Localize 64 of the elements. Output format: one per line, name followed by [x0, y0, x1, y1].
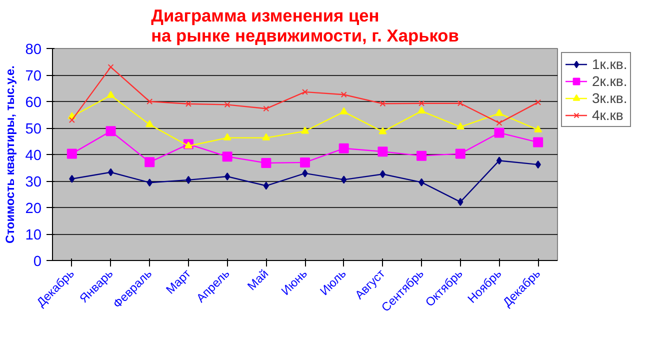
- point: [340, 107, 348, 114]
- point: [300, 157, 310, 168]
- point: [495, 108, 504, 116]
- point: [380, 100, 386, 107]
- point: [261, 158, 272, 168]
- point: [69, 174, 75, 183]
- point: [146, 98, 153, 104]
- point: [222, 152, 232, 162]
- point: [302, 169, 308, 178]
- point: [263, 106, 270, 112]
- point: [340, 92, 347, 98]
- point: [496, 156, 502, 165]
- point: [338, 143, 349, 154]
- point: [108, 168, 114, 176]
- point: [223, 133, 232, 140]
- point: [456, 122, 464, 130]
- point: [186, 176, 192, 184]
- y-tick-label: 40: [25, 148, 42, 164]
- point: [263, 182, 269, 190]
- point: [494, 128, 504, 138]
- y-tick-label: 20: [25, 201, 42, 217]
- point: [68, 117, 75, 124]
- point: [378, 146, 388, 157]
- point: [106, 126, 116, 136]
- point: [418, 178, 424, 186]
- point: [301, 126, 309, 134]
- y-tick-label: 50: [25, 122, 42, 138]
- legend-label: 1к.кв.: [592, 56, 628, 72]
- point: [144, 157, 155, 168]
- point: [302, 88, 308, 95]
- legend-label: 4к.кв: [592, 107, 624, 123]
- point: [66, 148, 77, 159]
- point: [380, 170, 386, 178]
- y-axis-title: Стоимость квартиры, тыс.у.е.: [3, 66, 18, 244]
- point: [457, 100, 464, 106]
- point: [416, 150, 427, 161]
- point: [458, 198, 464, 206]
- legend-label: 3к.кв.: [592, 90, 628, 106]
- point: [262, 133, 270, 140]
- y-tick-label: 30: [25, 174, 42, 190]
- point: [535, 99, 542, 106]
- point: [106, 90, 115, 98]
- y-tick-label: 60: [25, 95, 42, 111]
- point: [496, 120, 502, 126]
- point: [341, 176, 347, 184]
- y-tick-label: 10: [25, 228, 42, 244]
- y-tick-label: 80: [25, 42, 42, 58]
- point: [224, 102, 230, 108]
- y-tick-label: 0: [33, 254, 42, 270]
- point: [455, 148, 466, 159]
- point: [185, 100, 192, 107]
- point: [533, 137, 544, 148]
- point: [108, 64, 114, 70]
- point: [224, 172, 230, 180]
- point: [146, 178, 152, 187]
- point: [418, 100, 425, 106]
- point: [418, 106, 426, 114]
- chart-title: Диаграмма изменения цен на рынке недвижимости, г. Харьков: [151, 6, 459, 46]
- point: [535, 160, 541, 169]
- legend-label: 2к.кв.: [592, 73, 628, 89]
- point: [146, 120, 154, 128]
- point: [378, 127, 387, 134]
- point: [534, 125, 542, 132]
- y-tick-label: 70: [25, 68, 42, 84]
